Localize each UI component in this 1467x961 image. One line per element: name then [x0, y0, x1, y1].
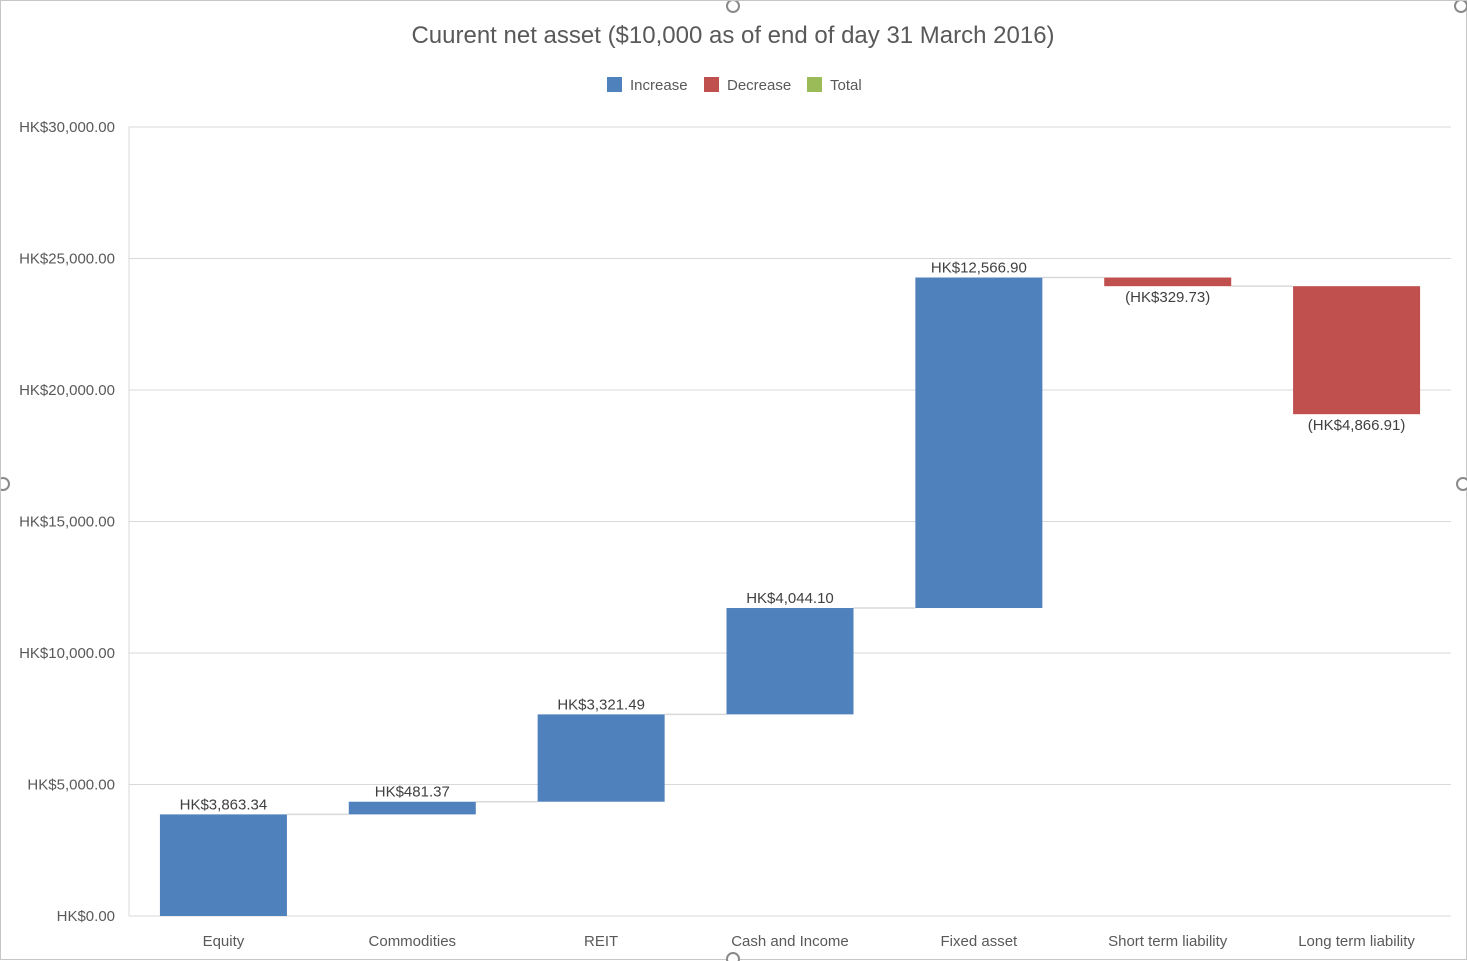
x-tick-label: Short term liability — [1108, 933, 1228, 950]
legend: Increase Decrease Total — [607, 77, 862, 94]
data-label: HK$3,321.49 — [557, 696, 645, 713]
data-label: (HK$4,866.91) — [1308, 417, 1406, 434]
connector-lines — [286, 276, 1294, 816]
data-label: HK$12,566.90 — [931, 260, 1027, 277]
bar-long-term-liability — [1293, 286, 1421, 415]
resize-handle[interactable] — [726, 1, 740, 13]
x-tick-label: Commodities — [369, 933, 457, 950]
gridlines — [128, 126, 1451, 917]
data-label: HK$481.37 — [375, 784, 450, 801]
resize-handle[interactable] — [1, 477, 10, 491]
y-tick-label: HK$30,000.00 — [19, 119, 115, 136]
y-axis-tick-labels: HK$0.00 HK$5,000.00 HK$10,000.00 HK$15,000.… — [19, 119, 115, 925]
legend-swatch-increase — [607, 77, 622, 92]
legend-label-total: Total — [830, 77, 862, 94]
y-tick-label: HK$20,000.00 — [19, 382, 115, 399]
legend-swatch-decrease — [704, 77, 719, 92]
bar-commodities — [348, 801, 476, 815]
bars — [159, 277, 1421, 916]
data-label: (HK$329.73) — [1125, 289, 1210, 306]
data-label: HK$4,044.10 — [746, 590, 834, 607]
y-tick-label: HK$25,000.00 — [19, 251, 115, 268]
bar-short-term-liability — [1104, 277, 1232, 287]
x-tick-label: REIT — [584, 933, 618, 950]
x-tick-label: Equity — [203, 933, 245, 950]
y-tick-label: HK$15,000.00 — [19, 514, 115, 531]
bar-fixed-asset — [915, 277, 1043, 609]
bar-equity — [159, 814, 287, 916]
y-tick-label: HK$5,000.00 — [27, 777, 115, 794]
legend-swatch-total — [807, 77, 822, 92]
x-tick-label: Long term liability — [1298, 933, 1415, 950]
bar-reit — [537, 714, 665, 802]
chart-title: Cuurent net asset ($10,000 as of end of … — [411, 22, 1054, 49]
bar-cash-and-income — [726, 608, 854, 715]
y-tick-label: HK$10,000.00 — [19, 645, 115, 662]
resize-handle[interactable] — [1456, 477, 1467, 491]
x-tick-label: Fixed asset — [941, 933, 1019, 950]
legend-label-increase: Increase — [630, 77, 688, 94]
data-labels: HK$3,863.34 HK$481.37 HK$3,321.49 HK$4,044.… — [180, 260, 1406, 814]
resize-handle[interactable] — [1454, 1, 1467, 13]
legend-label-decrease: Decrease — [727, 77, 791, 94]
x-axis-tick-labels: Equity Commodities REIT Cash and Income Fixe… — [203, 933, 1416, 950]
y-tick-label: HK$0.00 — [57, 908, 115, 925]
x-tick-label: Cash and Income — [731, 933, 849, 950]
resize-handle[interactable] — [726, 952, 740, 961]
data-label: HK$3,863.34 — [180, 796, 268, 813]
